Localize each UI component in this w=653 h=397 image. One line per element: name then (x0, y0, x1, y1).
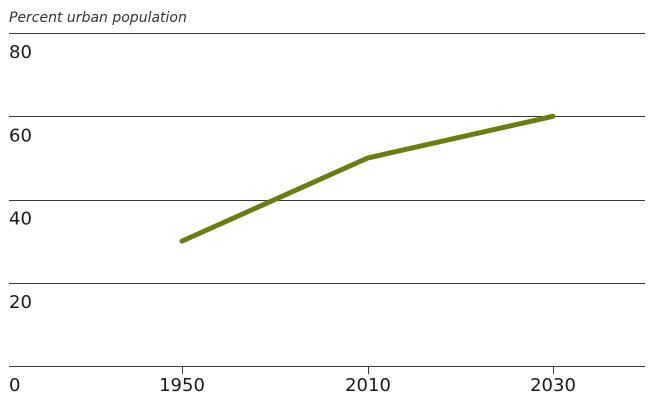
y-tick-label: 0 (9, 375, 20, 396)
x-axis: 1950 2010 2030 (159, 366, 576, 396)
x-tick-label: 1950 (159, 375, 205, 396)
y-axis-tick-labels: 0 20 40 60 80 (9, 42, 32, 396)
series-lines (179, 113, 556, 244)
y-axis-unit-label: Percent urban population (9, 10, 187, 26)
y-tick-label: 20 (9, 292, 32, 313)
gridlines (9, 33, 645, 367)
y-tick-label: 80 (9, 42, 32, 63)
y-tick-label: 40 (9, 209, 32, 230)
series-line (179, 113, 556, 244)
x-tick-label: 2030 (530, 375, 576, 396)
y-tick-label: 60 (9, 125, 32, 146)
x-tick-label: 2010 (345, 375, 391, 396)
